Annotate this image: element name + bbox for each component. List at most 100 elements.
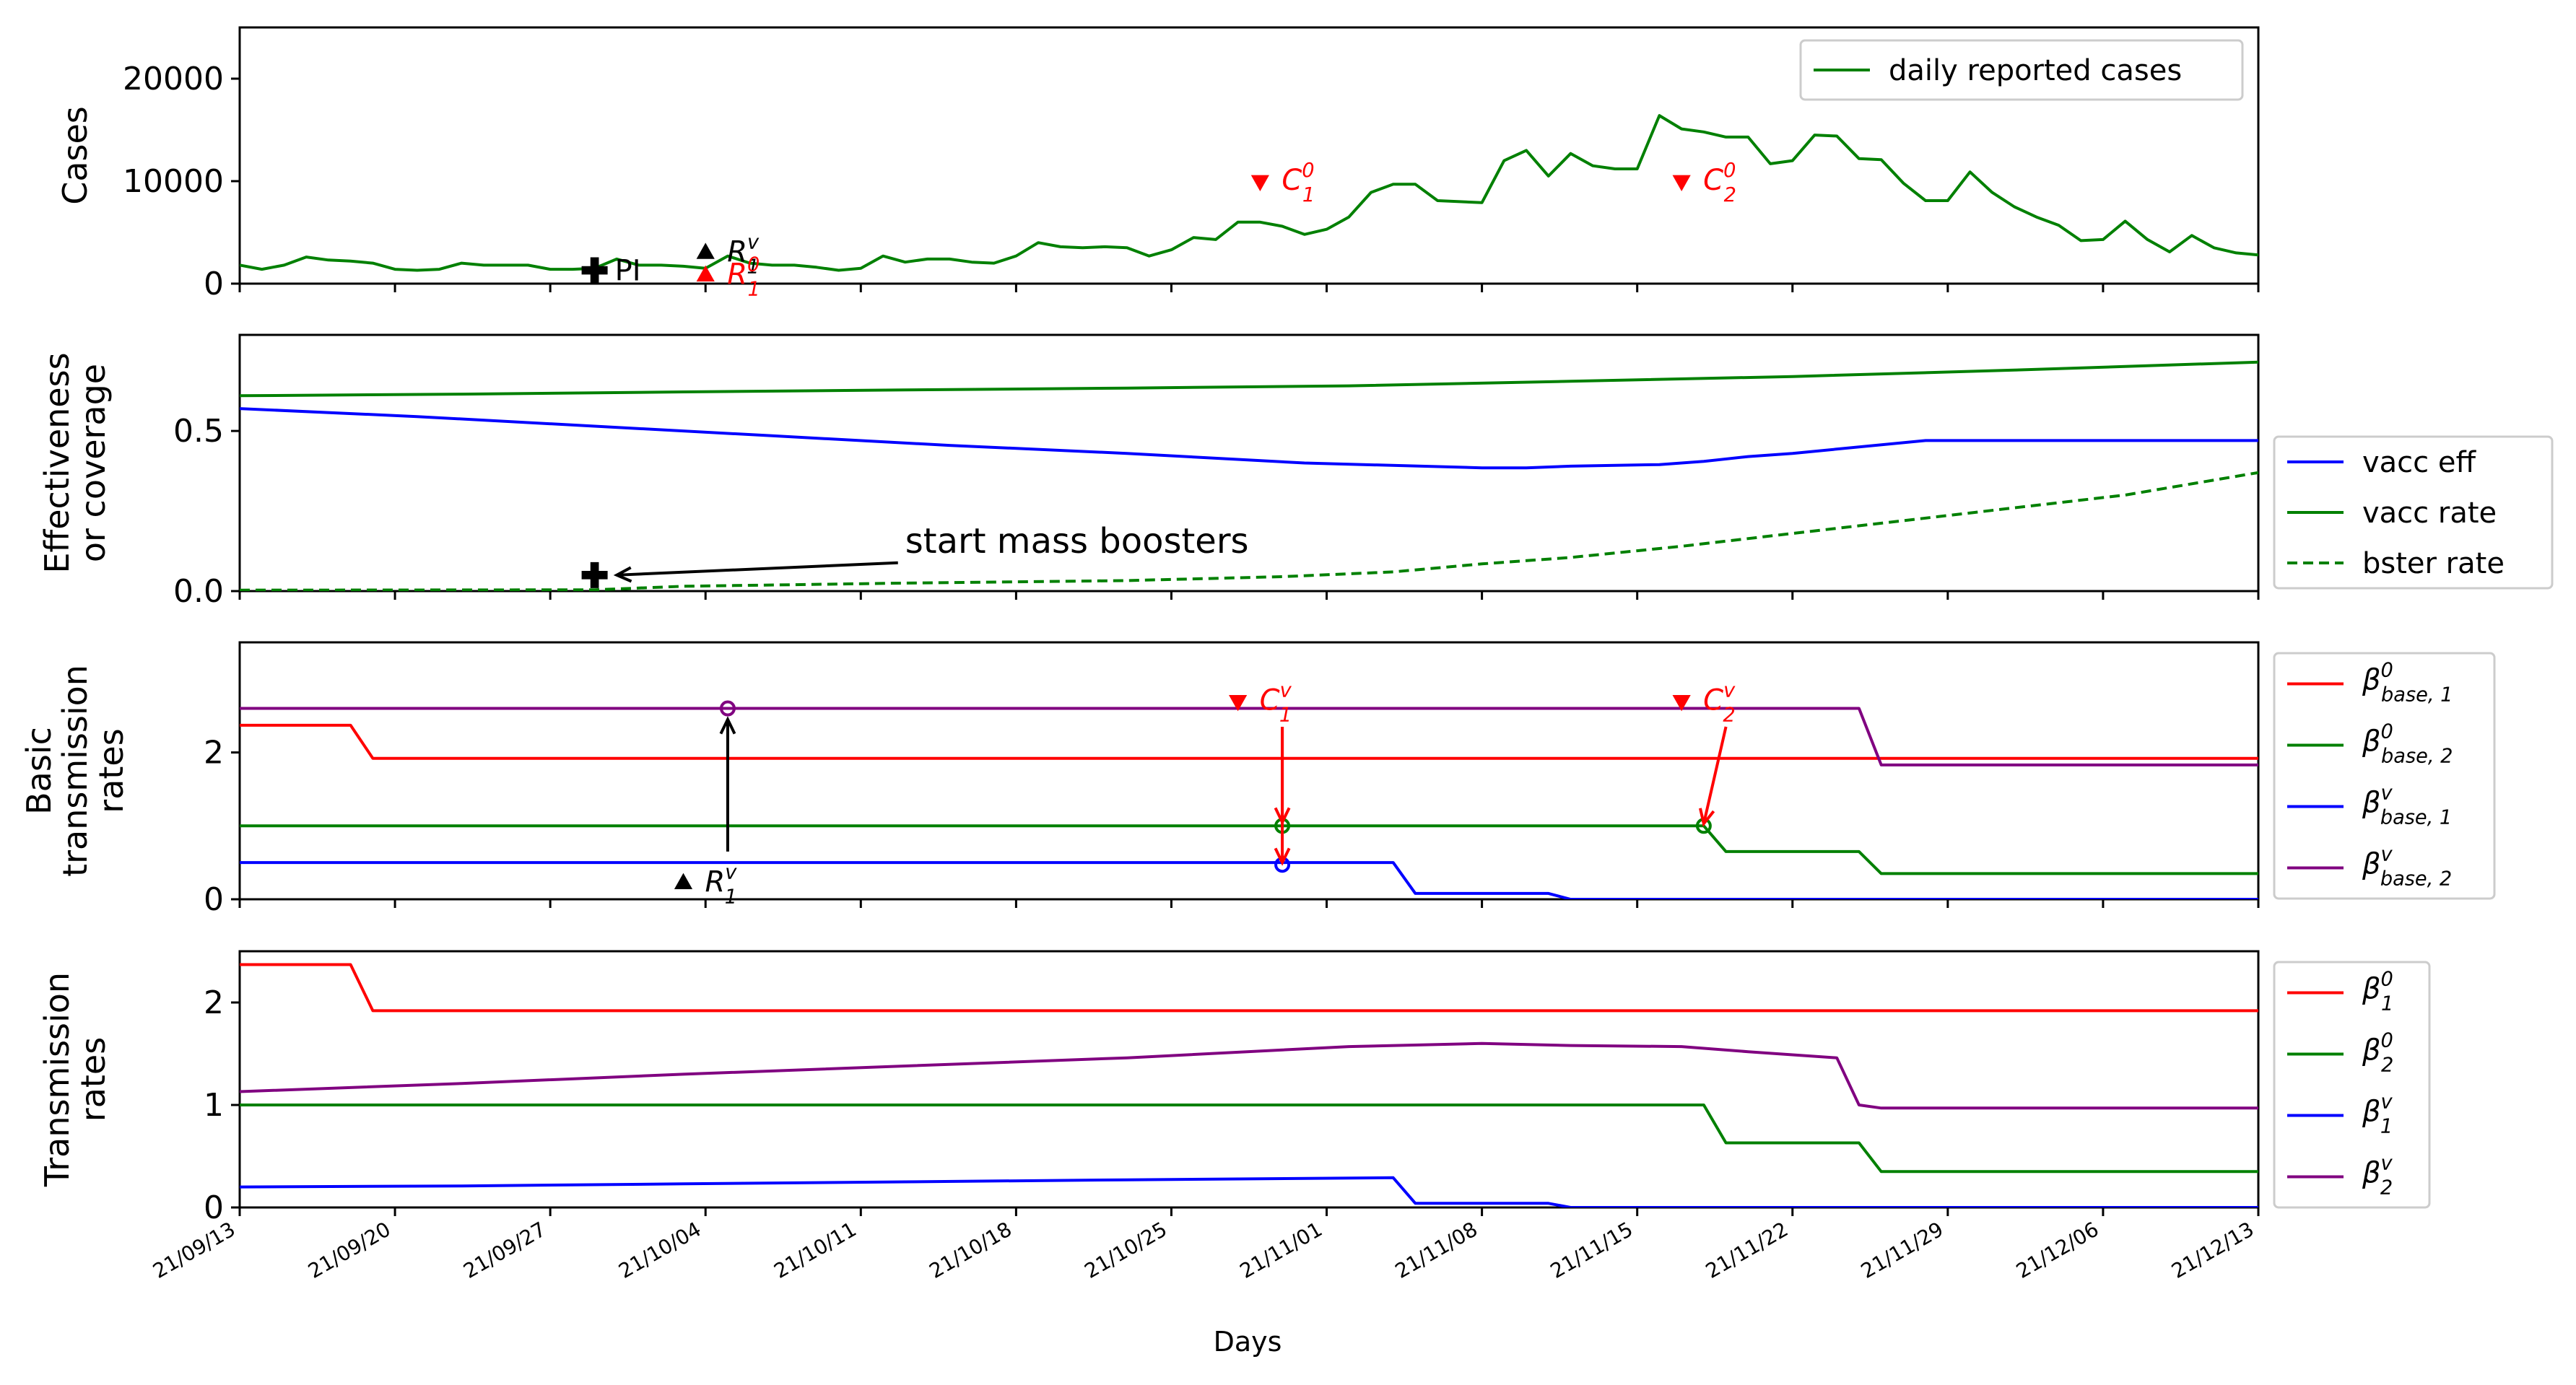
- marker-label: C0 2: [1703, 160, 1736, 206]
- x-tick-label: 21/10/18: [925, 1217, 1015, 1283]
- marker-3: [1672, 694, 1691, 712]
- axes-frame: [238, 333, 2260, 593]
- series-line-3: [240, 471, 2258, 591]
- series-line-2: [240, 360, 2258, 398]
- arrow-1-head: [719, 716, 736, 735]
- legend-label-3: bster rate: [2362, 547, 2505, 580]
- series-line-3: [240, 861, 2258, 899]
- legend-label-1: vacc eff: [2362, 446, 2476, 479]
- marker-label: Cv 2: [1703, 679, 1736, 726]
- x-axis-label: Days: [1214, 1326, 1282, 1358]
- plot-area: [240, 707, 2258, 899]
- marker-2: [696, 243, 715, 259]
- x-tick-label: 21/11/01: [1236, 1217, 1326, 1283]
- y-tick-label: 0.0: [173, 573, 224, 610]
- x-tick-label: 21/11/15: [1546, 1217, 1637, 1283]
- x-tick-label: 21/11/29: [1857, 1217, 1947, 1283]
- y-tick-label: 2: [204, 735, 224, 772]
- axes-frame: [238, 641, 2260, 901]
- panel-4: 0 1 2 21/09/13 21/09/20 21/09/27 21/10/04 21/10…: [38, 950, 2431, 1283]
- marker-3: [696, 265, 715, 282]
- y-tick-label: 20000: [123, 61, 224, 97]
- highlight-circle-1: [719, 700, 736, 717]
- legend-label-1: β0 1: [2362, 969, 2393, 1015]
- x-tick-label: 21/09/13: [149, 1217, 239, 1283]
- legend-label-2: β0 base, 2: [2362, 721, 2453, 768]
- series-line-4: [240, 1041, 2258, 1110]
- y-axis-label: Cases: [56, 106, 95, 205]
- marker-4: [1250, 175, 1269, 191]
- legend-box: [2273, 435, 2554, 590]
- y-tick-label: 2: [204, 984, 224, 1021]
- y-axis-label: Effectiveness: [38, 352, 77, 573]
- marker-label: PI: [615, 255, 641, 288]
- x-tick-label: 21/12/13: [2167, 1217, 2258, 1283]
- y-axis-label: rates: [92, 728, 131, 813]
- panel-1: 0 10000 20000 Cases PI Rv 1R0 1 C0 1 C0 2 daily repo…: [56, 26, 2260, 302]
- plot-area: [240, 963, 2258, 1207]
- marker-label: R0 1: [727, 254, 760, 301]
- legend-label-3: βv 1: [2362, 1091, 2393, 1138]
- series-line-4: [240, 707, 2258, 766]
- x-tick-label: 21/11/22: [1702, 1217, 1792, 1283]
- y-tick-label: 0: [204, 881, 224, 918]
- axes-frame: [238, 950, 2260, 1209]
- legend: vacc eff vacc rate bster rate: [2273, 435, 2554, 590]
- y-axis-label: Basic: [19, 727, 58, 815]
- x-tick-label: 21/09/20: [304, 1217, 394, 1283]
- legend: β0 base, 1 β0 base, 2 βv base, 1 βv base, 2: [2273, 652, 2496, 900]
- y-axis-label: rates: [74, 1037, 113, 1122]
- y-tick-label: 0: [204, 1189, 224, 1226]
- axes-frame: [238, 26, 2260, 285]
- x-tick-label: 21/10/25: [1081, 1217, 1171, 1283]
- marker-label: Rv 1: [727, 231, 760, 278]
- plot-area: [240, 360, 2258, 591]
- annotation-arrow-1-head: [613, 566, 632, 583]
- y-tick-label: 0.5: [173, 413, 224, 450]
- arrow-4: [1702, 726, 1728, 824]
- y-axis-label: Transmission: [38, 972, 77, 1187]
- x-tick-label: 21/10/04: [614, 1217, 705, 1283]
- series-line-3: [240, 1176, 2258, 1207]
- y-tick-label: 0: [204, 266, 224, 302]
- y-tick-label: 10000: [123, 163, 224, 200]
- legend-box: [2273, 961, 2431, 1209]
- arrow-4-head: [1699, 808, 1715, 827]
- y-axis-label: or coverage: [74, 364, 113, 562]
- series-line-1: [240, 114, 2258, 272]
- marker-1: [581, 257, 608, 284]
- x-tick-label: 21/10/11: [770, 1217, 860, 1283]
- series-line-1: [240, 723, 2258, 760]
- series-line-1: [240, 407, 2258, 470]
- x-tick-label: 21/12/06: [2012, 1217, 2102, 1283]
- plot-area: [240, 114, 2258, 272]
- x-tick-label: 21/11/08: [1391, 1217, 1481, 1283]
- legend-label-3: βv base, 1: [2362, 782, 2452, 829]
- series-line-1: [240, 963, 2258, 1013]
- x-tick-label: 21/09/27: [459, 1217, 549, 1283]
- legend-label-2: β0 2: [2362, 1030, 2393, 1077]
- legend-label-1: daily reported cases: [1889, 54, 2182, 87]
- y-axis-label: transmission: [56, 665, 95, 877]
- annotation-arrow-1: [617, 561, 898, 577]
- arrow-3-head: [1274, 847, 1291, 866]
- marker-label: C0 1: [1282, 160, 1315, 206]
- marker-1: [581, 562, 608, 588]
- annotation-text: start mass boosters: [905, 521, 1249, 562]
- legend-box: [1799, 39, 2244, 101]
- marker-label: Cv 1: [1260, 679, 1292, 726]
- legend-box: [2273, 652, 2496, 900]
- legend-label-4: βv base, 2: [2362, 844, 2452, 891]
- legend: β0 1 β0 2 βv 1 βv 2: [2273, 961, 2431, 1209]
- marker-5: [1672, 175, 1691, 191]
- marker-label: Rv 1: [705, 862, 738, 909]
- legend-label-2: vacc rate: [2362, 497, 2497, 530]
- marker-2: [1229, 694, 1248, 712]
- y-tick-label: 1: [204, 1087, 224, 1124]
- marker-1: [674, 873, 693, 890]
- series-line-2: [240, 1104, 2258, 1174]
- legend-label-1: β0 base, 1: [2362, 660, 2453, 707]
